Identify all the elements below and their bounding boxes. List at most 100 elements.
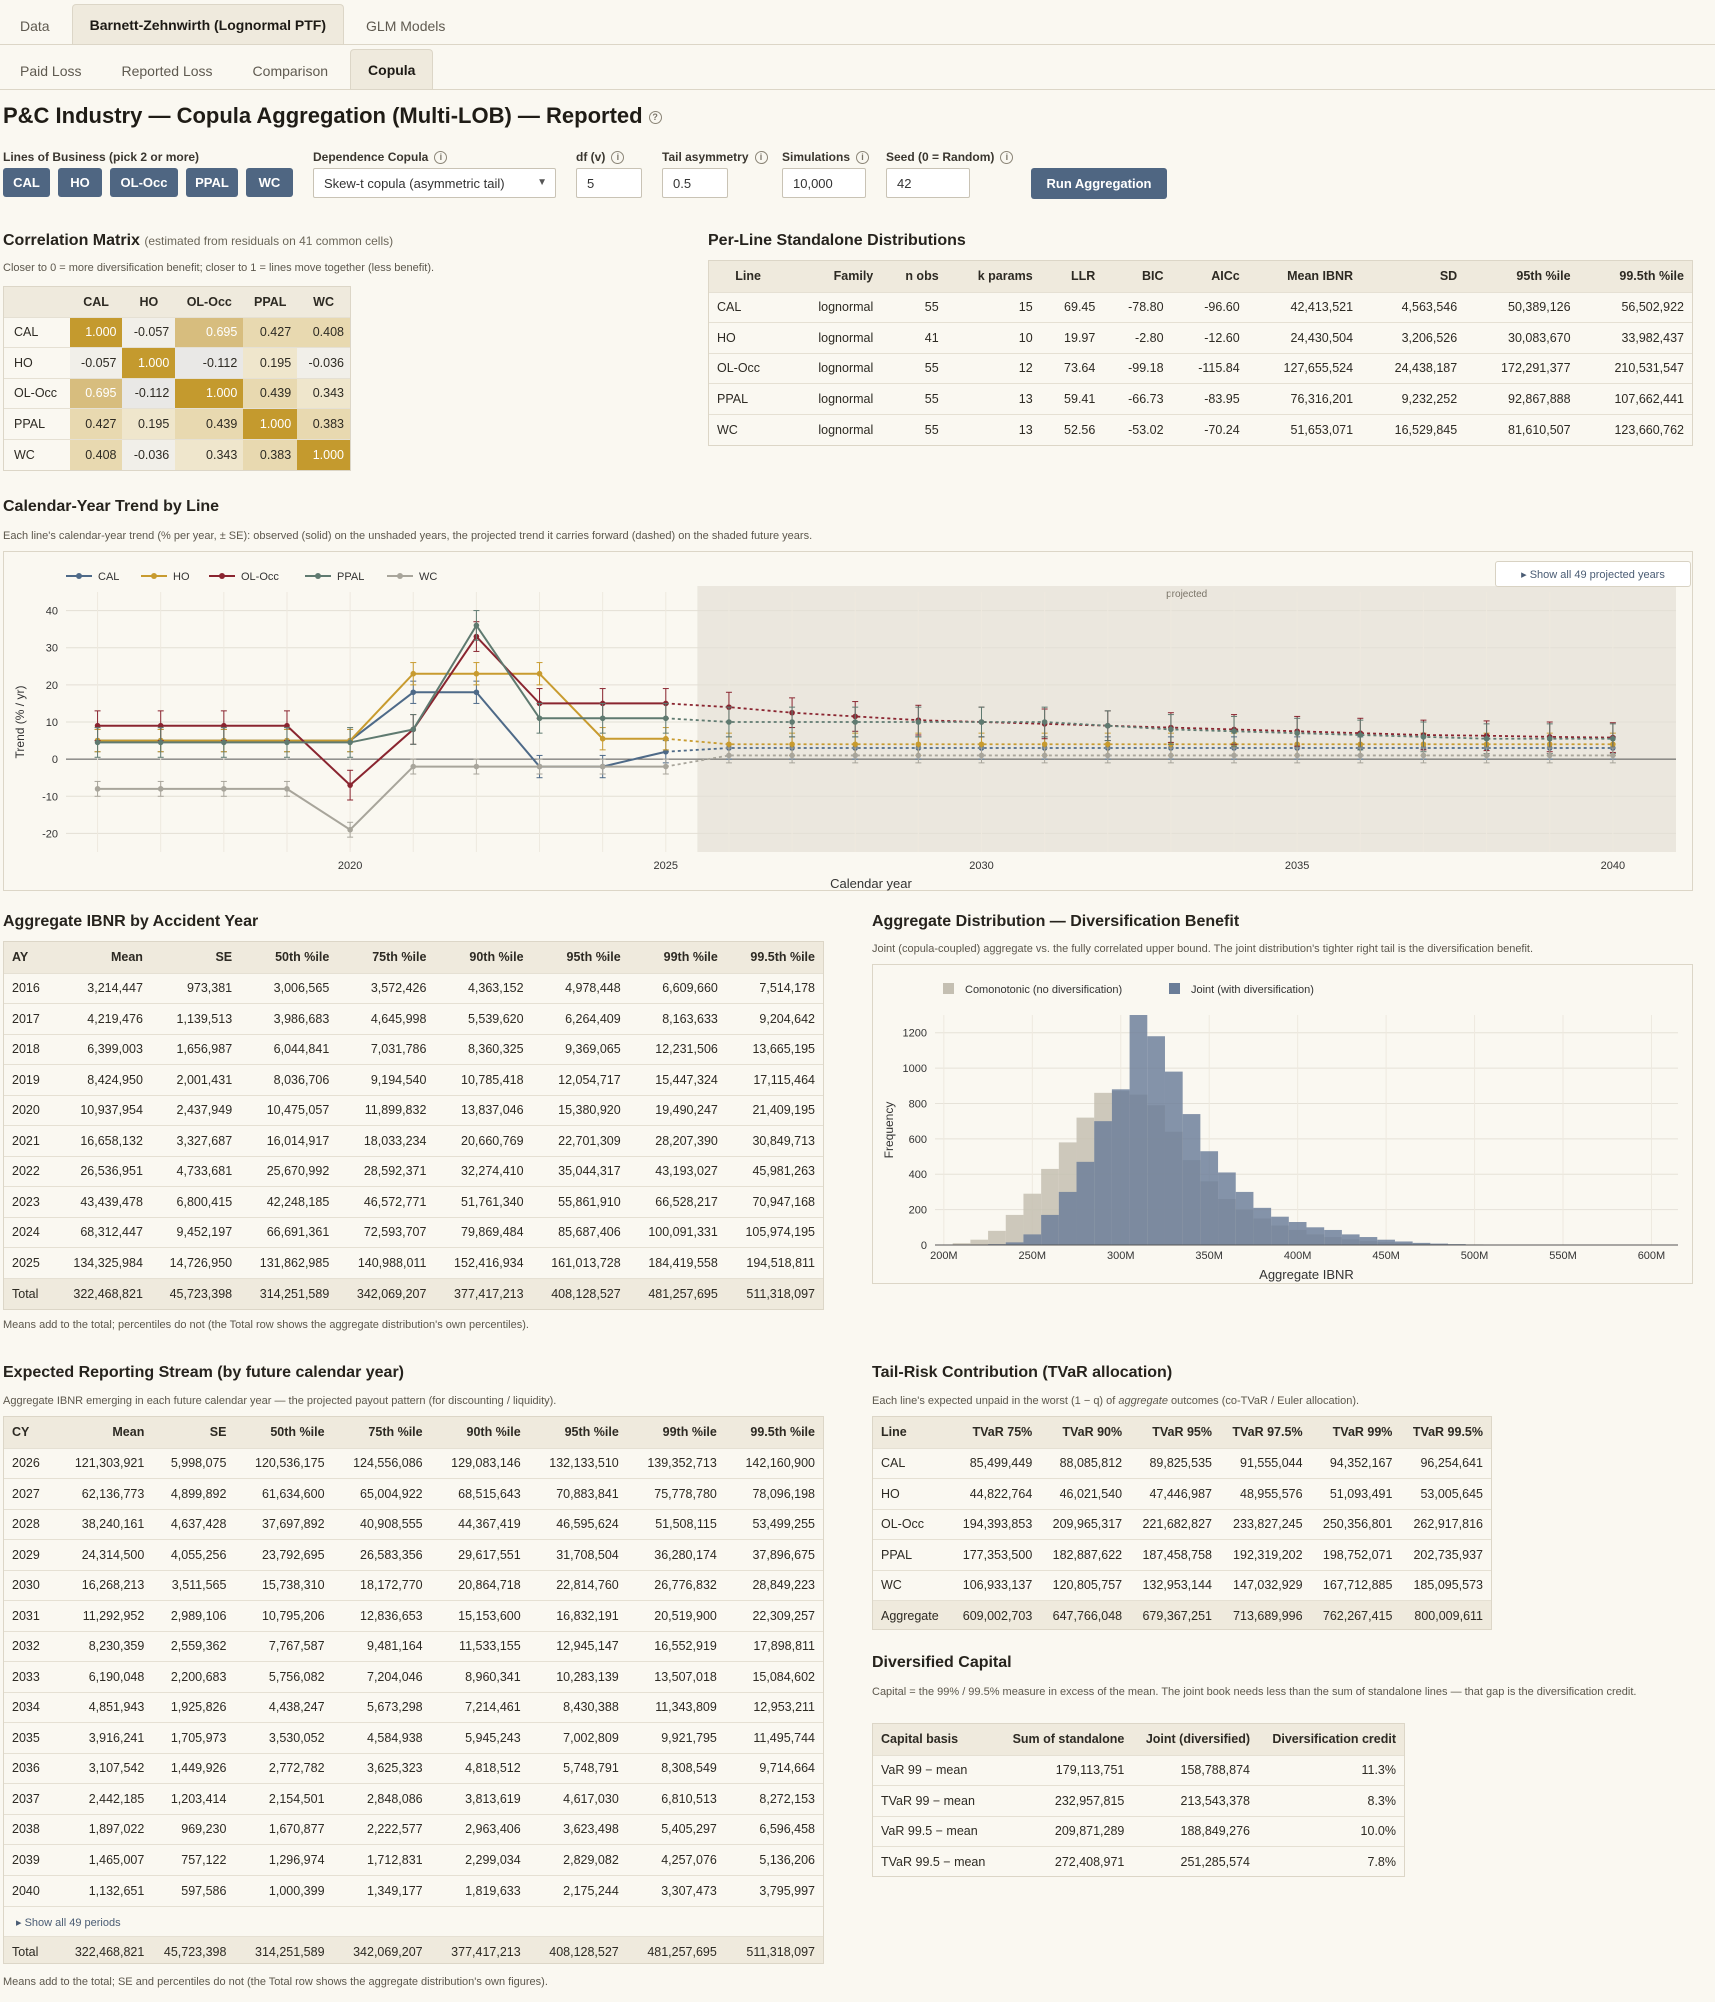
show-all-projected-years-button[interactable]: ▸ Show all 49 projected years xyxy=(1495,561,1691,587)
data-point[interactable] xyxy=(1357,752,1364,759)
data-point[interactable] xyxy=(599,763,606,770)
data-point[interactable] xyxy=(1483,735,1490,742)
sub-tab[interactable]: Paid Loss xyxy=(20,63,82,79)
data-point[interactable] xyxy=(157,739,164,746)
data-point[interactable] xyxy=(1546,752,1553,759)
data-point[interactable] xyxy=(1610,735,1616,742)
data-point[interactable] xyxy=(1104,722,1111,729)
legend-item[interactable]: Joint (with diversification) xyxy=(1169,983,1314,996)
copula-select[interactable]: Skew-t copula (asymmetric tail) ▼ xyxy=(313,168,556,198)
column-header[interactable]: Diversification credit xyxy=(1258,1724,1404,1755)
data-point[interactable] xyxy=(915,752,922,759)
column-header[interactable]: Mean xyxy=(53,942,151,973)
column-header[interactable]: 50th %ile xyxy=(240,942,338,973)
data-point[interactable] xyxy=(915,719,922,725)
lob-chip[interactable]: CAL xyxy=(3,168,50,197)
column-header[interactable]: TVaR 97.5% xyxy=(1220,1417,1311,1448)
column-header[interactable]: 75th %ile xyxy=(332,1417,431,1448)
column-header[interactable]: TVaR 95% xyxy=(1130,1417,1220,1448)
data-point[interactable] xyxy=(347,826,353,833)
sub-tab[interactable]: Copula xyxy=(350,49,434,89)
info-icon[interactable]: i xyxy=(856,151,870,165)
data-point[interactable] xyxy=(1041,719,1048,725)
data-point[interactable] xyxy=(473,689,480,696)
column-header[interactable]: Line xyxy=(709,261,788,292)
column-header[interactable]: 90th %ile xyxy=(430,1417,529,1448)
data-point[interactable] xyxy=(536,763,543,770)
data-point[interactable] xyxy=(94,739,101,746)
simulations-input[interactable]: 10,000 xyxy=(782,168,866,198)
lob-chip[interactable]: OL-Occ xyxy=(110,168,178,197)
column-header[interactable]: LLR xyxy=(1040,261,1104,292)
data-point[interactable] xyxy=(473,622,480,629)
lob-chip[interactable]: PPAL xyxy=(186,168,238,197)
show-all-periods-button[interactable]: ▸ Show all 49 periods xyxy=(16,1916,121,1929)
data-point[interactable] xyxy=(789,719,795,725)
data-point[interactable] xyxy=(1610,752,1616,759)
data-point[interactable] xyxy=(284,786,290,792)
data-point[interactable] xyxy=(1104,752,1111,759)
column-header[interactable]: TVaR 75% xyxy=(950,1417,1041,1448)
data-point[interactable] xyxy=(852,719,859,725)
column-header[interactable]: 95th %ile xyxy=(531,942,629,973)
data-point[interactable] xyxy=(978,741,985,748)
data-point[interactable] xyxy=(978,752,985,759)
column-header[interactable]: SE xyxy=(150,942,241,973)
data-point[interactable] xyxy=(1294,752,1300,759)
column-header[interactable]: AICc xyxy=(1171,261,1248,292)
data-point[interactable] xyxy=(284,739,290,746)
column-header[interactable]: n obs xyxy=(881,261,947,292)
column-header[interactable]: 90th %ile xyxy=(434,942,532,973)
column-header[interactable]: Family xyxy=(787,261,882,292)
column-header[interactable]: 95th %ile xyxy=(528,1417,627,1448)
data-point[interactable] xyxy=(789,741,795,748)
data-point[interactable] xyxy=(1041,752,1048,759)
legend-item[interactable]: WC xyxy=(387,571,437,583)
data-point[interactable] xyxy=(599,715,606,722)
data-point[interactable] xyxy=(347,739,353,746)
main-tab[interactable]: Barnett-Zehnwirth (Lognormal PTF) xyxy=(71,4,345,44)
column-header[interactable]: Line xyxy=(873,1417,951,1448)
column-header[interactable]: Joint (diversified) xyxy=(1132,1724,1259,1755)
data-point[interactable] xyxy=(1231,752,1237,759)
column-header[interactable]: 99th %ile xyxy=(628,942,726,973)
tail-asymmetry-input[interactable]: 0.5 xyxy=(662,168,728,198)
column-header[interactable]: TVaR 90% xyxy=(1040,1417,1131,1448)
legend-item[interactable]: PPAL xyxy=(305,571,364,583)
column-header[interactable]: CY xyxy=(4,1417,55,1448)
data-point[interactable] xyxy=(410,763,417,770)
data-point[interactable] xyxy=(599,735,606,742)
data-point[interactable] xyxy=(663,763,669,770)
column-header[interactable]: 99th %ile xyxy=(626,1417,725,1448)
data-point[interactable] xyxy=(1231,728,1237,735)
legend-item[interactable]: OL-Occ xyxy=(209,571,279,583)
column-header[interactable]: Mean xyxy=(54,1417,153,1448)
data-point[interactable] xyxy=(221,786,227,792)
data-point[interactable] xyxy=(1546,735,1553,742)
data-point[interactable] xyxy=(915,741,922,748)
main-tab[interactable]: GLM Models xyxy=(366,18,446,34)
legend-item[interactable]: CAL xyxy=(66,571,119,583)
data-point[interactable] xyxy=(221,739,227,746)
data-point[interactable] xyxy=(1420,734,1427,740)
info-icon[interactable]: i xyxy=(611,151,625,165)
column-header[interactable]: SE xyxy=(152,1417,235,1448)
run-aggregation-button[interactable]: Run Aggregation xyxy=(1031,168,1167,199)
column-header[interactable]: Sum of standalone xyxy=(998,1724,1133,1755)
lob-chip[interactable]: HO xyxy=(58,168,102,197)
data-point[interactable] xyxy=(978,719,985,725)
column-header[interactable]: TVaR 99.5% xyxy=(1400,1417,1491,1448)
df-input[interactable]: 5 xyxy=(576,168,642,198)
column-header[interactable]: TVaR 99% xyxy=(1310,1417,1401,1448)
info-icon[interactable]: i xyxy=(434,151,448,165)
data-point[interactable] xyxy=(726,752,732,759)
data-point[interactable] xyxy=(663,715,669,722)
data-point[interactable] xyxy=(410,689,417,696)
data-point[interactable] xyxy=(852,741,859,748)
data-point[interactable] xyxy=(157,786,164,792)
data-point[interactable] xyxy=(536,715,543,722)
data-point[interactable] xyxy=(347,782,353,788)
column-header[interactable]: 75th %ile xyxy=(337,942,435,973)
column-header[interactable]: Mean IBNR xyxy=(1247,261,1362,292)
data-point[interactable] xyxy=(94,786,101,792)
